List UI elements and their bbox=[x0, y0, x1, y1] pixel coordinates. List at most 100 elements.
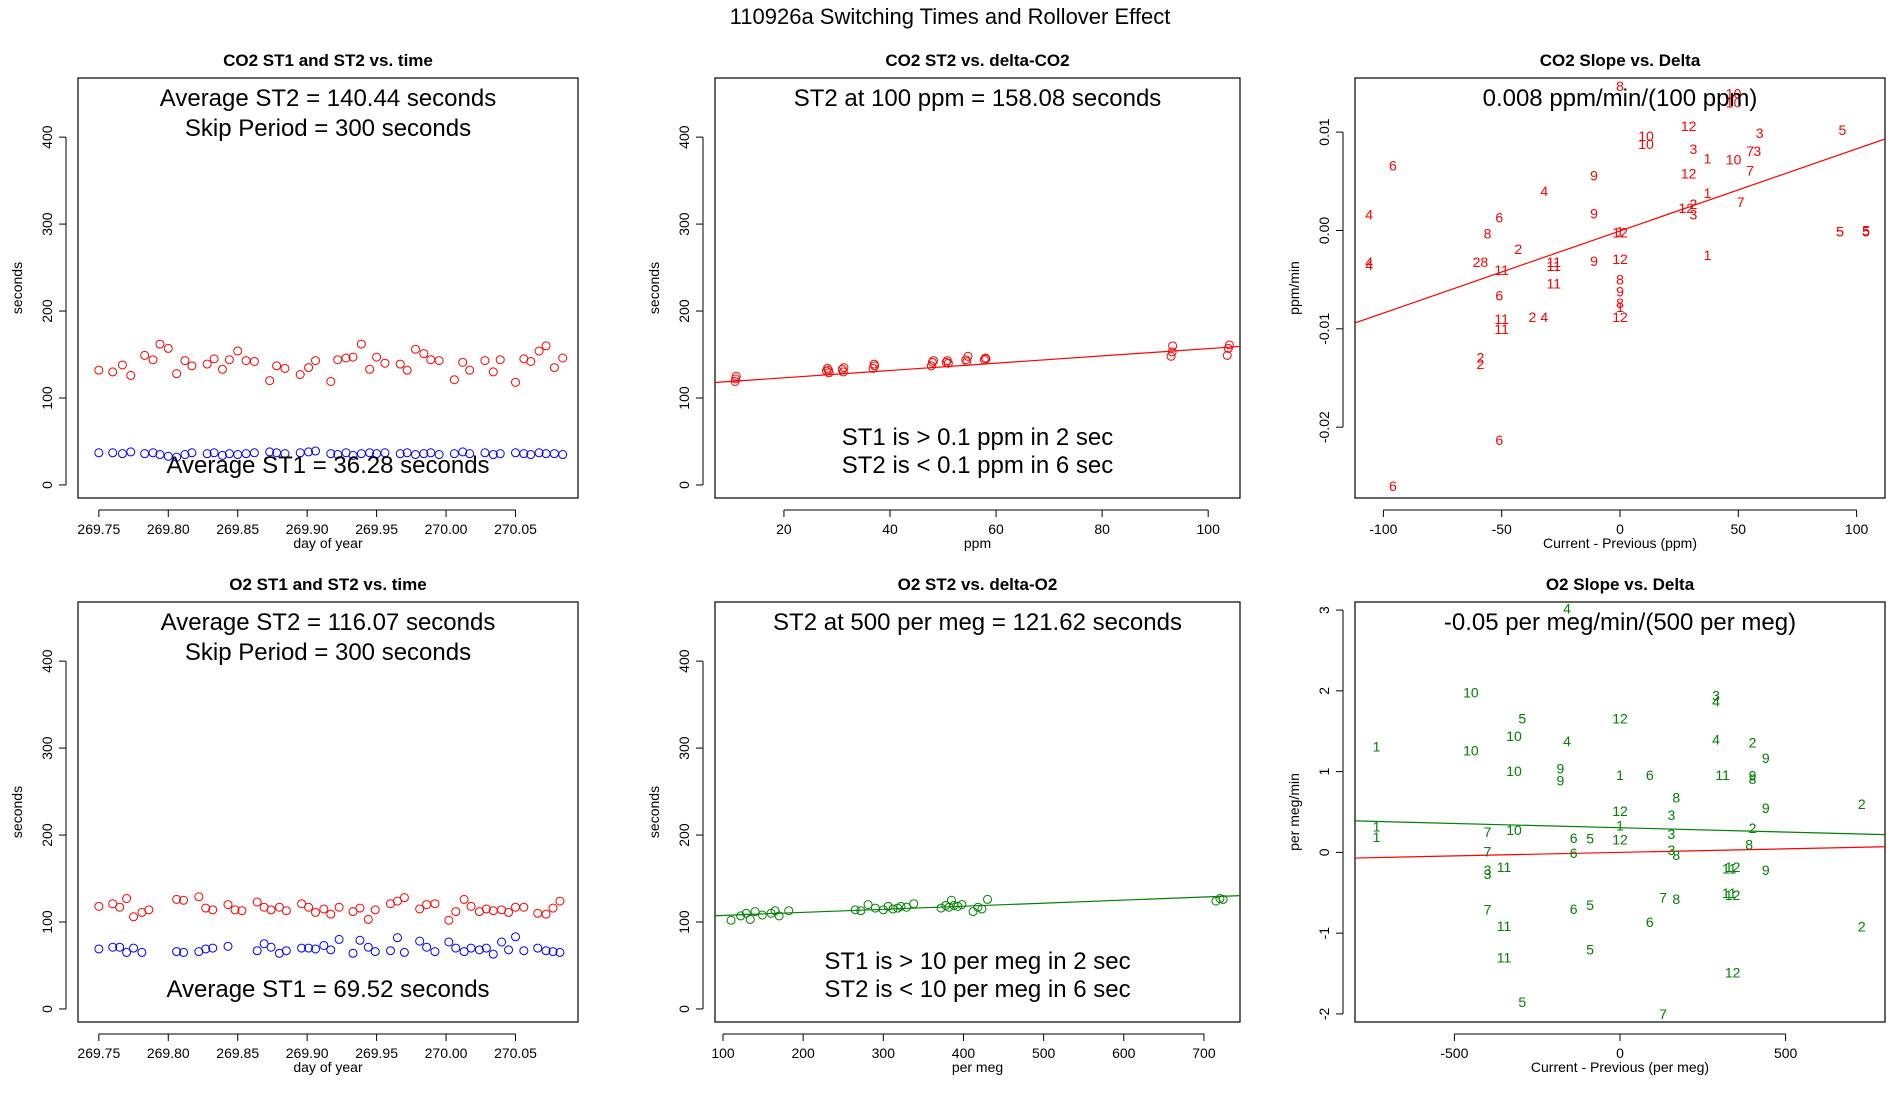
data-point bbox=[927, 357, 937, 367]
y-tick-label: 200 bbox=[676, 823, 692, 847]
data-point bbox=[488, 450, 498, 460]
plot-area bbox=[94, 339, 568, 462]
data-point-label: 6 bbox=[1389, 478, 1397, 494]
y-tick-label: -2 bbox=[1316, 1007, 1332, 1020]
data-point bbox=[140, 449, 150, 459]
data-point bbox=[386, 946, 395, 956]
data-point bbox=[466, 901, 476, 911]
data-point-label: 7 bbox=[1659, 1006, 1667, 1022]
y-axis-label: ppm/min bbox=[1286, 261, 1302, 315]
data-point bbox=[444, 915, 454, 925]
data-point-label: 4 bbox=[1365, 207, 1373, 223]
data-point bbox=[928, 356, 938, 366]
data-point bbox=[946, 895, 956, 905]
x-tick-label: 269.90 bbox=[286, 1045, 329, 1061]
x-tick-label: 269.75 bbox=[77, 521, 120, 537]
data-point bbox=[370, 947, 380, 957]
data-point-label: 7 bbox=[1737, 194, 1745, 210]
y-tick-label: -0.01 bbox=[1316, 313, 1332, 345]
y-axis-label: seconds bbox=[9, 262, 25, 314]
data-point bbox=[355, 903, 365, 913]
data-point bbox=[304, 363, 314, 373]
annotation: ST1 is > 10 per meg in 2 sec bbox=[824, 948, 1130, 975]
data-point-label: 7 bbox=[1746, 143, 1754, 159]
data-point bbox=[534, 346, 544, 356]
plot-frame bbox=[1354, 77, 1886, 499]
data-point-label: 5 bbox=[1839, 122, 1847, 138]
y-tick-label: 0 bbox=[39, 1005, 55, 1013]
data-point bbox=[458, 447, 468, 457]
data-point-label: 9 bbox=[1556, 773, 1564, 789]
data-point bbox=[399, 947, 409, 957]
plot-frame bbox=[77, 77, 579, 499]
data-point bbox=[481, 943, 491, 953]
data-point bbox=[430, 947, 440, 957]
x-tick-label: 600 bbox=[1112, 1045, 1136, 1061]
data-point bbox=[426, 355, 436, 365]
annotation: ST2 at 100 ppm = 158.08 seconds bbox=[794, 85, 1162, 112]
data-point bbox=[1223, 343, 1233, 353]
data-point-label: 11 bbox=[1497, 859, 1512, 875]
data-point bbox=[129, 943, 139, 953]
data-point bbox=[983, 894, 993, 904]
data-point-label: 10 bbox=[1463, 743, 1479, 759]
data-point bbox=[741, 908, 751, 918]
data-point bbox=[355, 935, 365, 945]
y-tick-label: 200 bbox=[39, 823, 55, 847]
data-point bbox=[451, 907, 461, 917]
data-point bbox=[1218, 894, 1228, 904]
data-point bbox=[272, 361, 282, 371]
data-point-label: 10 bbox=[1726, 95, 1742, 111]
data-point bbox=[392, 896, 402, 906]
data-point bbox=[94, 901, 104, 911]
data-point bbox=[1167, 347, 1177, 357]
data-point-label: 1 bbox=[1704, 151, 1712, 167]
data-point bbox=[233, 346, 243, 356]
plot-area bbox=[715, 340, 1240, 386]
data-point bbox=[179, 895, 189, 905]
data-point bbox=[202, 449, 212, 459]
data-point-label: 5 bbox=[1586, 941, 1594, 957]
data-point-label: 6 bbox=[1495, 287, 1503, 303]
data-point bbox=[304, 902, 314, 912]
data-point bbox=[144, 905, 154, 915]
data-point bbox=[201, 903, 211, 913]
data-point bbox=[774, 911, 784, 921]
data-point-label: 4 bbox=[1365, 254, 1373, 270]
data-point bbox=[297, 943, 307, 953]
data-point-label: 1 bbox=[1373, 819, 1381, 835]
data-point-label: 11 bbox=[1497, 918, 1512, 934]
data-point bbox=[465, 449, 475, 459]
data-point bbox=[395, 449, 405, 459]
x-tick-label: 500 bbox=[1032, 1045, 1056, 1061]
data-point-label: 9 bbox=[1762, 750, 1770, 766]
data-point bbox=[129, 912, 139, 922]
figure-title: 110926a Switching Times and Rollover Eff… bbox=[730, 4, 1171, 29]
data-point bbox=[356, 339, 366, 349]
data-point bbox=[504, 907, 514, 917]
y-tick-label: 1 bbox=[1316, 768, 1332, 776]
data-point-label: 11 bbox=[1497, 949, 1512, 965]
data-point bbox=[295, 370, 305, 380]
y-tick-label: 100 bbox=[676, 386, 692, 410]
data-point bbox=[341, 353, 351, 363]
data-point bbox=[1166, 351, 1176, 361]
y-tick-label: 0 bbox=[676, 1005, 692, 1013]
data-point bbox=[252, 946, 262, 956]
data-point-label: 10 bbox=[1638, 136, 1654, 152]
data-point-label: 3 bbox=[1689, 207, 1697, 223]
data-point-label: 12 bbox=[1612, 710, 1628, 726]
data-point bbox=[304, 447, 314, 457]
data-point bbox=[365, 364, 375, 374]
data-point-label: 2 bbox=[1749, 820, 1757, 836]
x-tick-label: 80 bbox=[1094, 521, 1110, 537]
data-point-label: 1 bbox=[1616, 818, 1624, 834]
annotation: Skip Period = 300 seconds bbox=[185, 639, 471, 666]
data-point bbox=[209, 354, 219, 364]
data-point bbox=[311, 356, 320, 366]
data-point bbox=[319, 940, 329, 950]
data-point-label: 3 bbox=[1667, 842, 1675, 858]
data-point bbox=[392, 933, 402, 943]
data-point-label: 1 bbox=[1704, 247, 1712, 263]
